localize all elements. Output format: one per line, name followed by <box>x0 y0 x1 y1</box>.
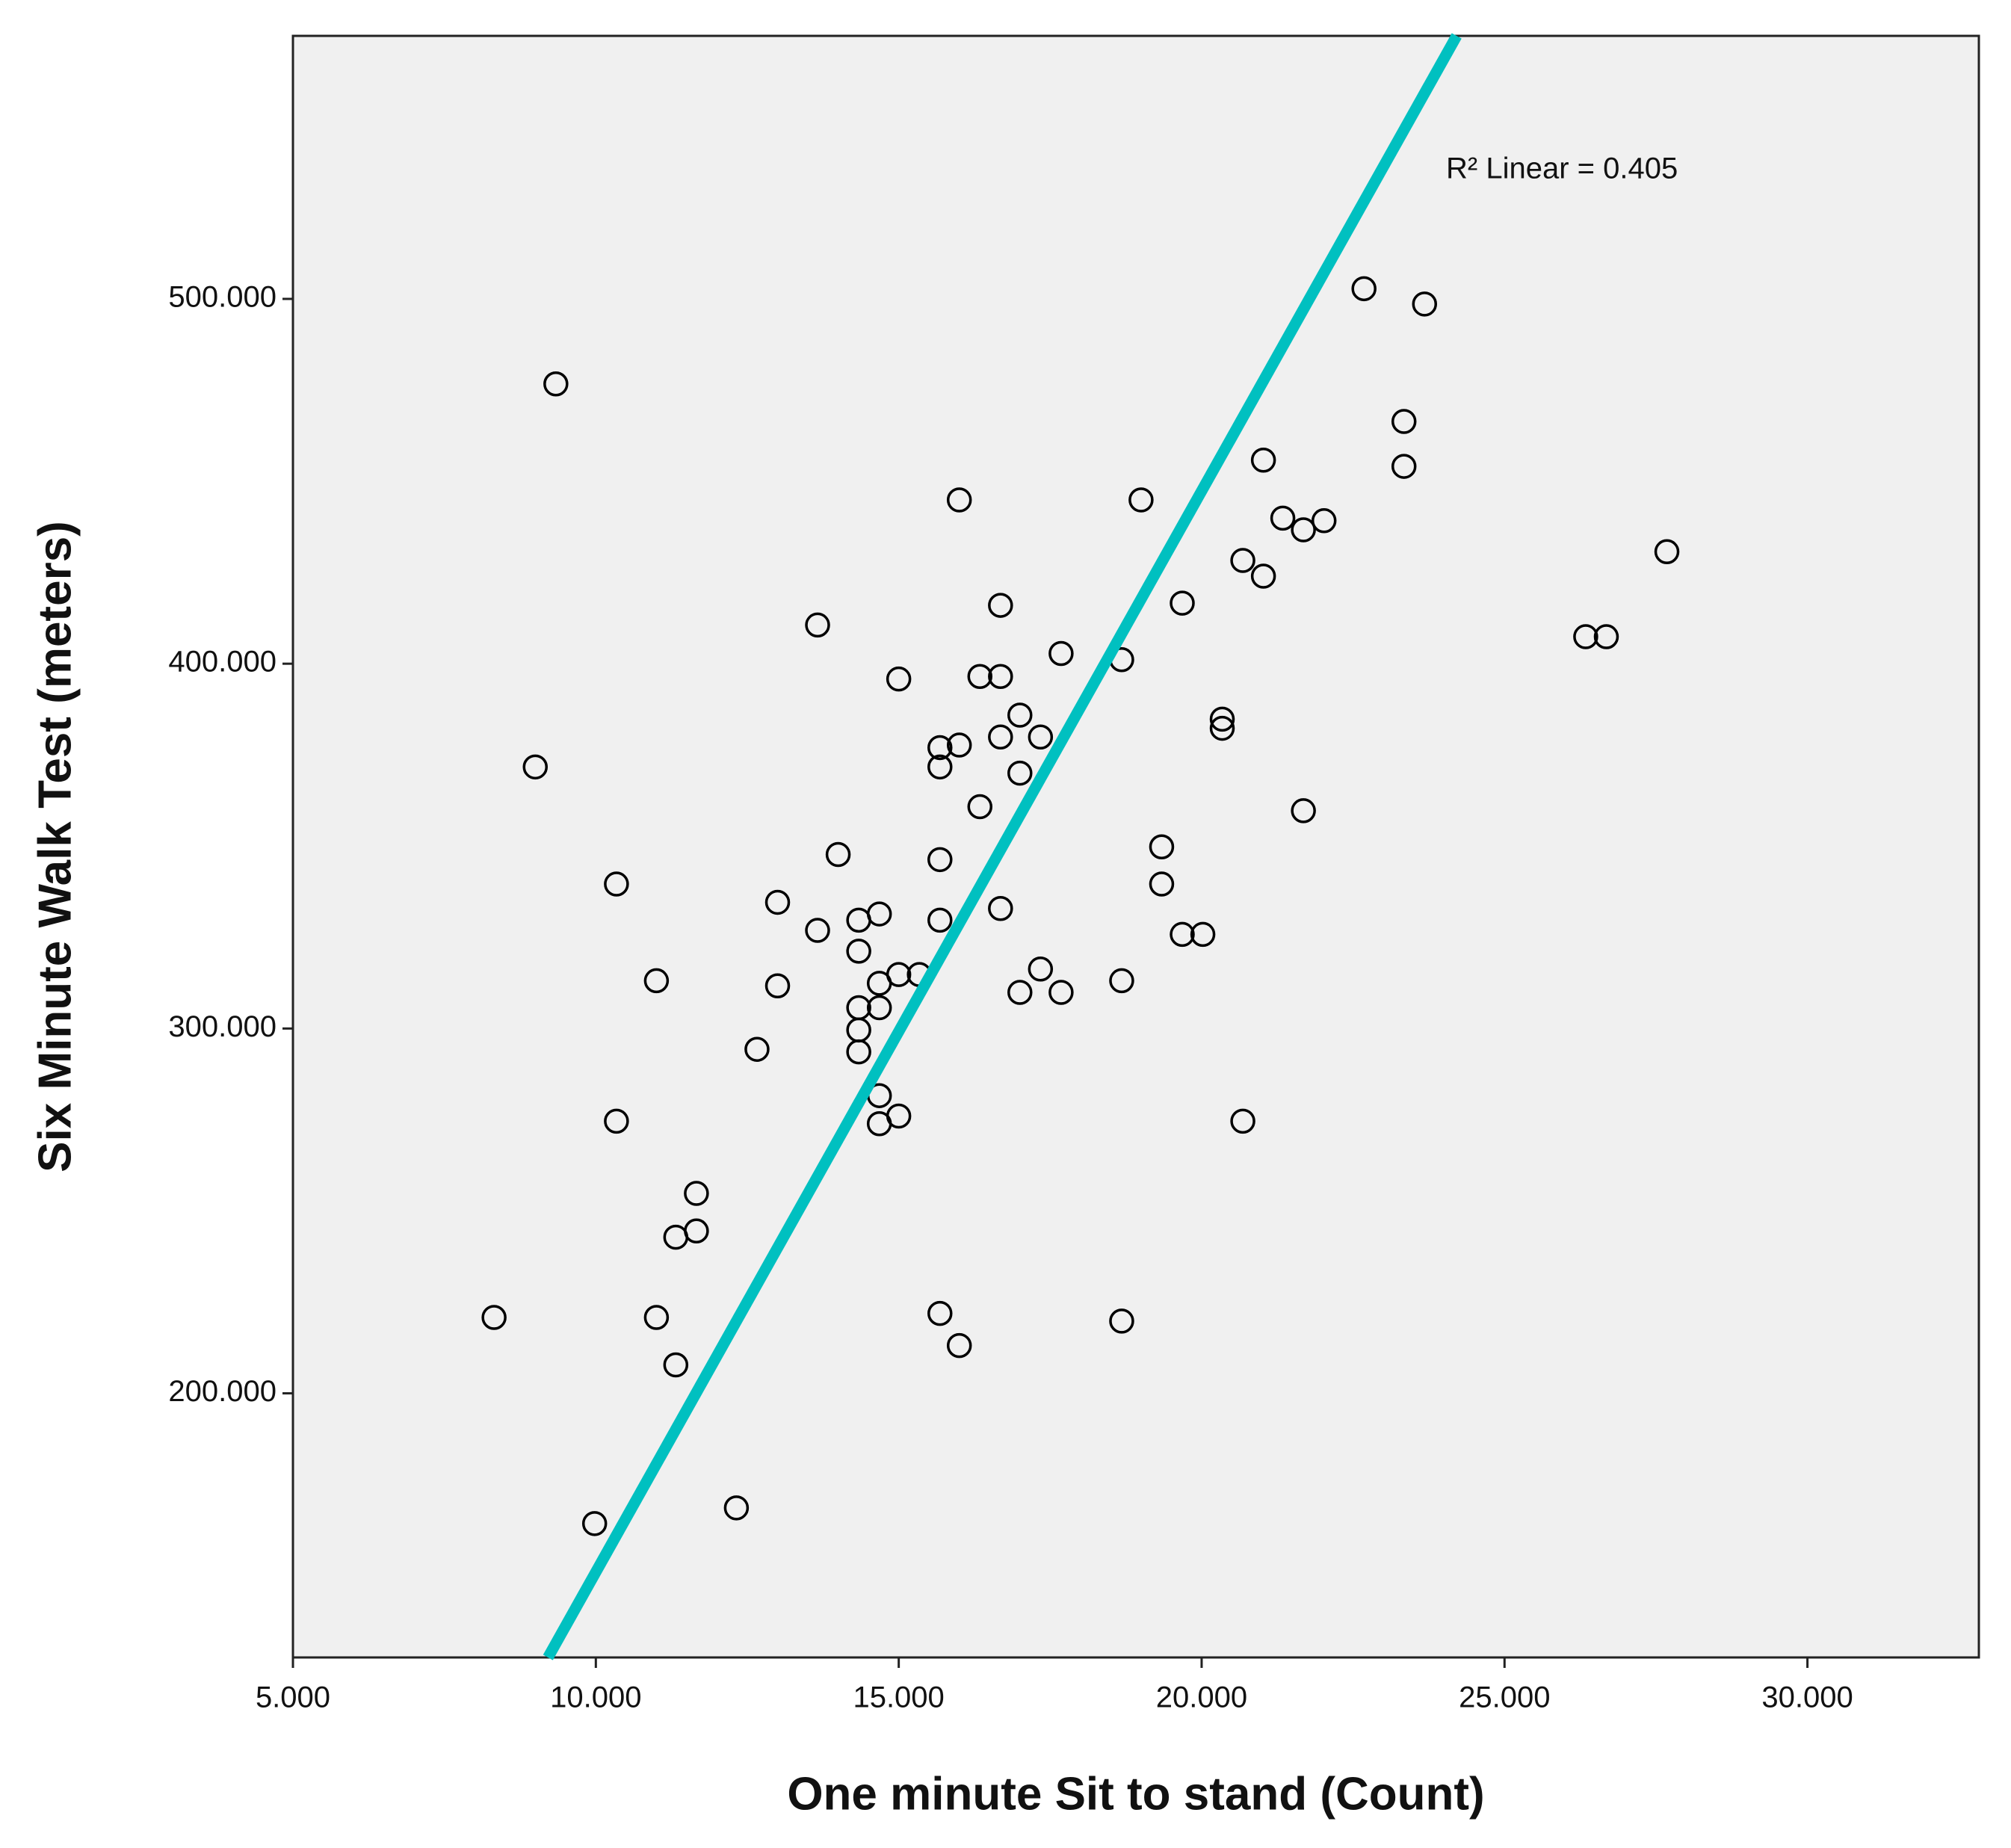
point <box>1391 454 1417 479</box>
point <box>684 1218 709 1244</box>
point <box>927 754 953 780</box>
plot-area <box>291 34 1980 1659</box>
point <box>967 664 993 690</box>
point <box>1270 505 1296 531</box>
point <box>1028 957 1054 982</box>
point <box>1311 508 1337 534</box>
point <box>643 968 670 994</box>
point <box>805 918 830 943</box>
point <box>866 995 892 1021</box>
x-tick-label: 10.000 <box>550 1681 641 1714</box>
point <box>825 841 851 868</box>
point <box>1412 291 1438 317</box>
point <box>1048 980 1074 1005</box>
point <box>946 487 972 513</box>
point <box>946 732 972 758</box>
x-tick-label: 20.000 <box>1156 1681 1247 1714</box>
point <box>543 371 569 397</box>
point <box>1230 548 1255 573</box>
point <box>1007 702 1033 728</box>
point <box>581 1511 608 1536</box>
y-tick-label: 500.000 <box>168 281 277 314</box>
point <box>988 664 1013 690</box>
point <box>764 889 791 915</box>
y-tick-label: 400.000 <box>168 646 277 679</box>
y-axis-title: Six Minute Walk Test (meters) <box>29 521 81 1172</box>
point <box>1007 980 1033 1005</box>
point <box>744 1036 770 1062</box>
point <box>1170 921 1195 948</box>
point <box>1170 590 1195 616</box>
point <box>1209 706 1235 732</box>
point <box>1250 448 1276 473</box>
point <box>886 962 912 987</box>
point <box>1230 1108 1255 1134</box>
point <box>1391 409 1417 434</box>
point <box>522 754 549 780</box>
point <box>927 907 953 933</box>
point <box>723 1495 750 1521</box>
point <box>1007 760 1033 786</box>
point <box>988 593 1013 618</box>
point <box>481 1305 507 1330</box>
point <box>1291 517 1316 543</box>
point <box>1149 834 1175 859</box>
x-tick-label: 5.000 <box>256 1681 330 1714</box>
point <box>1654 539 1680 565</box>
y-tick-label: 200.000 <box>168 1375 277 1408</box>
annotation: R² Linear = 0.405 <box>1446 152 1678 185</box>
point <box>927 735 953 761</box>
point <box>967 794 993 820</box>
x-tick-label: 25.000 <box>1459 1681 1550 1714</box>
point <box>988 895 1013 921</box>
point <box>1109 968 1134 994</box>
point <box>1209 715 1235 741</box>
point <box>1593 624 1619 649</box>
point <box>846 1039 871 1065</box>
point <box>764 973 791 998</box>
point <box>1250 563 1276 589</box>
point <box>988 724 1013 750</box>
y-tick-label: 300.000 <box>168 1010 277 1043</box>
point <box>805 612 830 638</box>
point <box>1028 724 1054 750</box>
point <box>1291 798 1316 823</box>
fit-line <box>543 33 1462 1660</box>
point <box>846 939 871 964</box>
point <box>1149 871 1175 897</box>
point <box>643 1305 670 1330</box>
point <box>604 1108 629 1134</box>
point <box>1573 624 1598 649</box>
point <box>663 1352 689 1378</box>
x-axis-title: One minute Sit to stand (Count) <box>787 1768 1484 1820</box>
point <box>1048 640 1074 667</box>
point <box>886 666 912 692</box>
point <box>1190 921 1216 948</box>
point <box>684 1181 709 1206</box>
point <box>604 871 629 897</box>
point <box>927 1300 953 1326</box>
point <box>886 1103 912 1129</box>
x-tick-label: 15.000 <box>853 1681 944 1714</box>
point <box>927 847 953 873</box>
x-tick-label: 30.000 <box>1761 1681 1853 1714</box>
point <box>1128 487 1154 513</box>
point <box>1109 1308 1134 1334</box>
point <box>946 1332 972 1359</box>
point <box>1351 276 1377 302</box>
point <box>866 901 892 927</box>
